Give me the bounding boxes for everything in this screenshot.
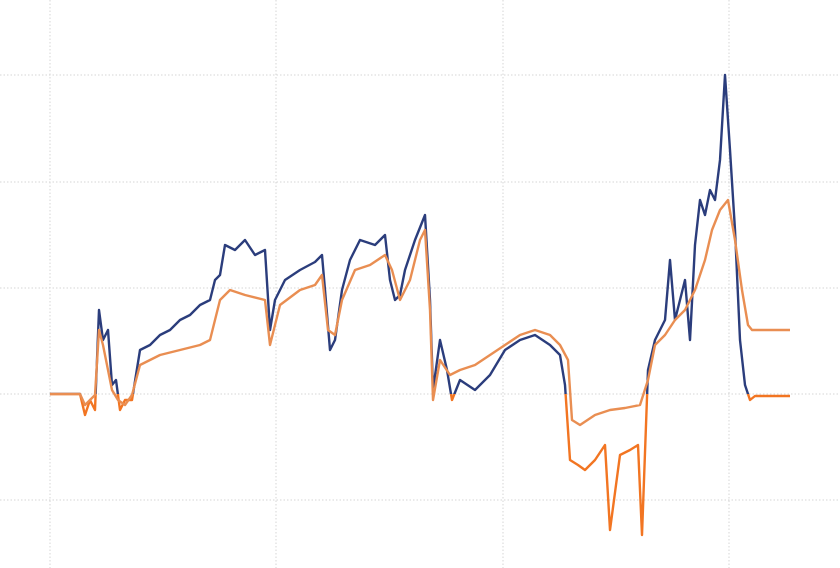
series-line xyxy=(50,73,790,537)
series-line xyxy=(50,198,790,427)
